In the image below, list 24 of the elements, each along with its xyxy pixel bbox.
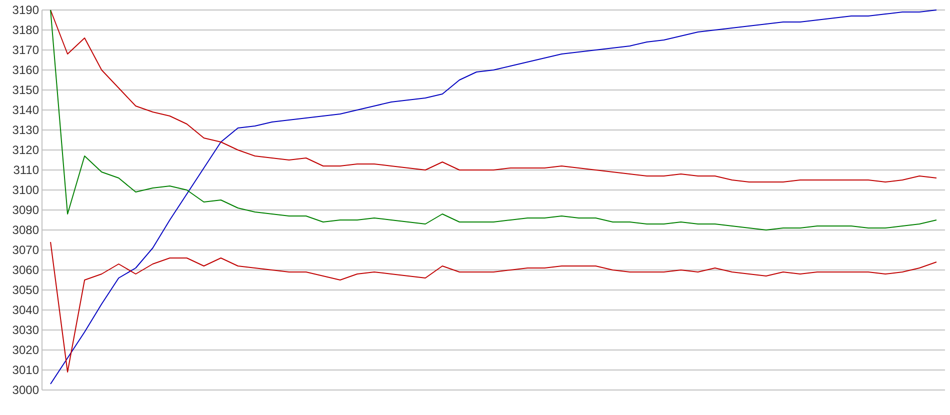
line-series — [50, 10, 937, 230]
y-tick-label: 3150 — [12, 83, 40, 98]
y-tick-label: 3020 — [12, 343, 40, 358]
y-tick-label: 3130 — [12, 123, 40, 138]
y-tick-label: 3140 — [12, 103, 40, 118]
y-tick-label: 3040 — [12, 303, 40, 318]
y-tick-label: 3160 — [12, 63, 40, 78]
y-tick-label: 3190 — [12, 3, 40, 18]
y-tick-label: 3060 — [12, 263, 40, 278]
y-tick-label: 3080 — [12, 223, 40, 238]
y-tick-label: 3000 — [12, 383, 40, 398]
y-tick-label: 3100 — [12, 183, 40, 198]
line-series — [50, 242, 937, 372]
y-tick-label: 3170 — [12, 43, 40, 58]
y-tick-label: 3090 — [12, 203, 40, 218]
y-tick-label: 3070 — [12, 243, 40, 258]
y-tick-label: 3120 — [12, 143, 40, 158]
line-series — [50, 10, 937, 182]
y-tick-label: 3030 — [12, 323, 40, 338]
y-tick-label: 3050 — [12, 283, 40, 298]
y-tick-label: 3110 — [13, 163, 40, 178]
y-tick-label: 3010 — [12, 363, 40, 378]
line-series — [50, 10, 937, 384]
y-tick-label: 3180 — [12, 23, 40, 38]
